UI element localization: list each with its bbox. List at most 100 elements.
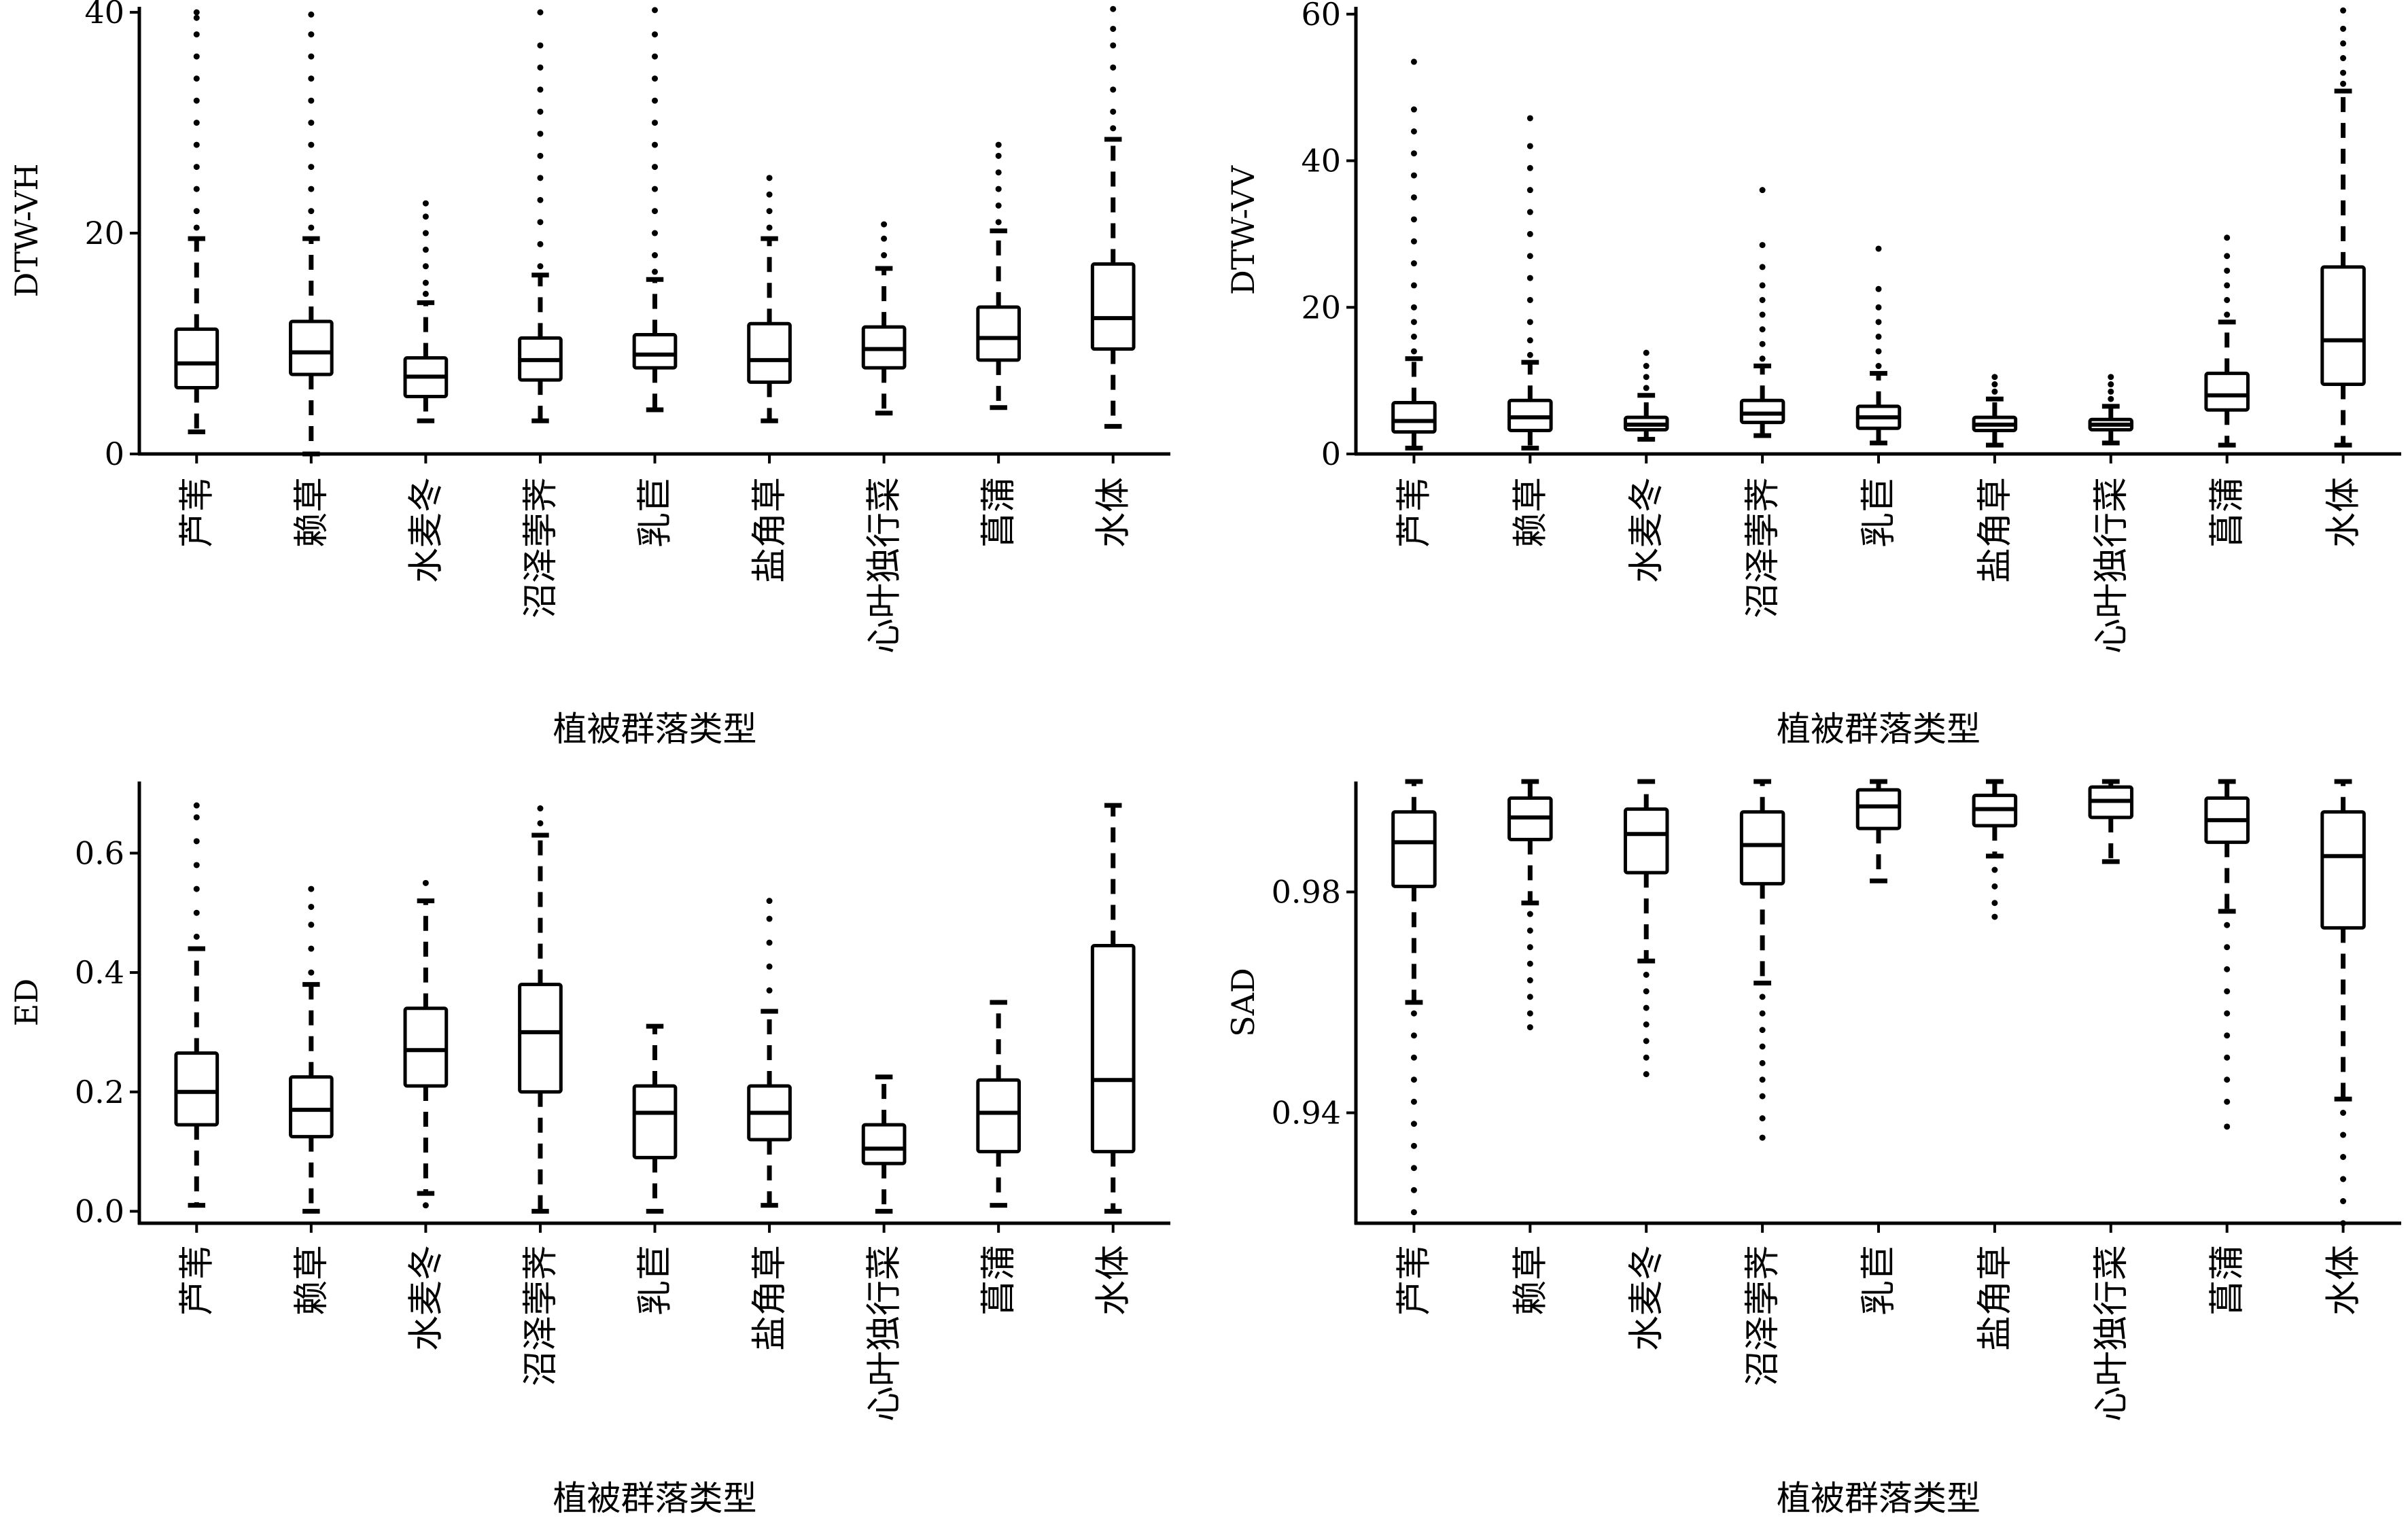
- x-tick-label: 菖蒲: [979, 477, 1019, 548]
- outlier-point: [193, 862, 200, 868]
- outlier-point: [1410, 150, 1417, 157]
- outlier-point: [308, 120, 315, 126]
- outlier-point: [1643, 988, 1650, 995]
- outlier-point: [1759, 1043, 1766, 1050]
- outlier-point: [1526, 296, 1533, 303]
- x-tick-label: 水体: [2324, 477, 2365, 548]
- x-tick-label: 水体: [1094, 1245, 1134, 1316]
- outlier-point: [995, 152, 1002, 159]
- box-4: [518, 9, 563, 423]
- outlier-point: [2340, 7, 2347, 14]
- outlier-point: [2224, 234, 2231, 241]
- box-6: [1972, 374, 2018, 448]
- outlier-point: [193, 224, 200, 231]
- y-axis-label: DTW-VH: [8, 163, 45, 297]
- x-tick-label: 乳苣: [635, 477, 676, 548]
- x-axis-label: 植被群落类型: [553, 1479, 757, 1518]
- outlier-point: [1526, 209, 1533, 215]
- outlier-point: [766, 175, 773, 181]
- outlier-point: [2224, 1032, 2231, 1039]
- outlier-point: [652, 75, 658, 82]
- iqr-box: [1739, 810, 1785, 885]
- outlier-point: [1410, 282, 1417, 289]
- iqr-box: [1739, 398, 1785, 425]
- iqr-box: [1623, 807, 1669, 875]
- iqr-box: [1090, 944, 1136, 1154]
- iqr-box: [861, 1123, 907, 1165]
- outlier-point: [1526, 337, 1533, 344]
- panel-1: 0 20 40 DTW-VH 植被群落类型 芦苇 赖草 水麦冬 沼泽荸荠 乳苣 盐角草 心叶独行菜 菖蒲…: [8, 0, 1170, 749]
- box-5: [1855, 245, 1902, 446]
- outlier-point: [1526, 230, 1533, 237]
- outlier-point: [1643, 1054, 1650, 1061]
- outlier-point: [422, 230, 429, 236]
- box-5: [632, 7, 678, 413]
- outlier-point: [308, 208, 315, 215]
- x-tick-label: 水体: [1094, 477, 1134, 548]
- outlier-point: [2224, 1123, 2231, 1130]
- box-4: [518, 805, 563, 1214]
- x-tick-label: 沼泽荸荠: [1743, 477, 1783, 618]
- box-3: [403, 200, 449, 423]
- x-tick-label: 芦苇: [177, 477, 217, 548]
- x-axis-label: 植被群落类型: [1777, 709, 1981, 749]
- outlier-point: [1410, 319, 1417, 326]
- outlier-point: [2340, 1176, 2347, 1182]
- outlier-point: [2224, 944, 2231, 951]
- outlier-point: [193, 802, 200, 809]
- x-tick-label: 菖蒲: [2208, 1245, 2248, 1316]
- outlier-point: [1526, 1024, 1533, 1031]
- outlier-point: [881, 235, 888, 242]
- outlier-point: [652, 7, 658, 14]
- box-9: [1090, 5, 1136, 429]
- x-tick-label: 盐角草: [1975, 477, 2016, 583]
- iqr-box: [747, 321, 792, 384]
- outlier-point: [766, 898, 773, 905]
- outlier-point: [537, 175, 544, 181]
- outlier-point: [1875, 304, 1882, 311]
- iqr-box: [2320, 810, 2366, 930]
- box-2: [1507, 779, 1553, 1031]
- outlier-point: [422, 263, 429, 270]
- outlier-point: [1759, 355, 1766, 362]
- panel-2: 0 20 40 60 DTW-VV 植被群落类型 芦苇 赖草 水麦冬 沼泽荸荠 乳苣 盐角草 心叶独行菜…: [1225, 0, 2401, 749]
- outlier-point: [2224, 922, 2231, 928]
- x-tick-label: 盐角草: [750, 477, 790, 583]
- x-tick-label: 芦苇: [1394, 1245, 1435, 1316]
- box-2: [288, 885, 334, 1214]
- outlier-point: [766, 915, 773, 922]
- outlier-point: [193, 141, 200, 148]
- box-8: [2204, 779, 2250, 1130]
- outlier-point: [193, 885, 200, 892]
- outlier-point: [537, 263, 544, 270]
- outlier-point: [652, 252, 658, 259]
- outlier-point: [1410, 1142, 1417, 1149]
- outlier-point: [2224, 1054, 2231, 1061]
- outlier-point: [2340, 80, 2347, 87]
- x-tick-label: 盐角草: [750, 1245, 790, 1351]
- outlier-point: [1410, 1187, 1417, 1193]
- x-tick-label: 心叶独行菜: [865, 477, 905, 654]
- outlier-point: [1110, 125, 1117, 132]
- outlier-point: [1410, 194, 1417, 200]
- outlier-point: [1759, 326, 1766, 333]
- outlier-point: [193, 9, 200, 16]
- outlier-point: [1526, 253, 1533, 260]
- outlier-point: [193, 31, 200, 38]
- outlier-point: [1875, 245, 1882, 252]
- x-tick-label: 赖草: [292, 1245, 332, 1316]
- x-tick-label: 乳苣: [1859, 477, 1900, 548]
- outlier-point: [308, 97, 315, 104]
- outlier-point: [1875, 348, 1882, 355]
- iqr-box: [174, 1051, 220, 1127]
- iqr-box: [403, 1006, 449, 1088]
- box-2: [288, 11, 334, 457]
- outlier-point: [1526, 911, 1533, 917]
- outlier-point: [652, 53, 658, 60]
- x-tick-label: 水麦冬: [1626, 1245, 1667, 1351]
- box-7: [861, 1074, 907, 1214]
- outlier-point: [2340, 69, 2347, 76]
- box-2: [1507, 115, 1553, 451]
- outlier-point: [995, 202, 1002, 209]
- outlier-point: [308, 903, 315, 910]
